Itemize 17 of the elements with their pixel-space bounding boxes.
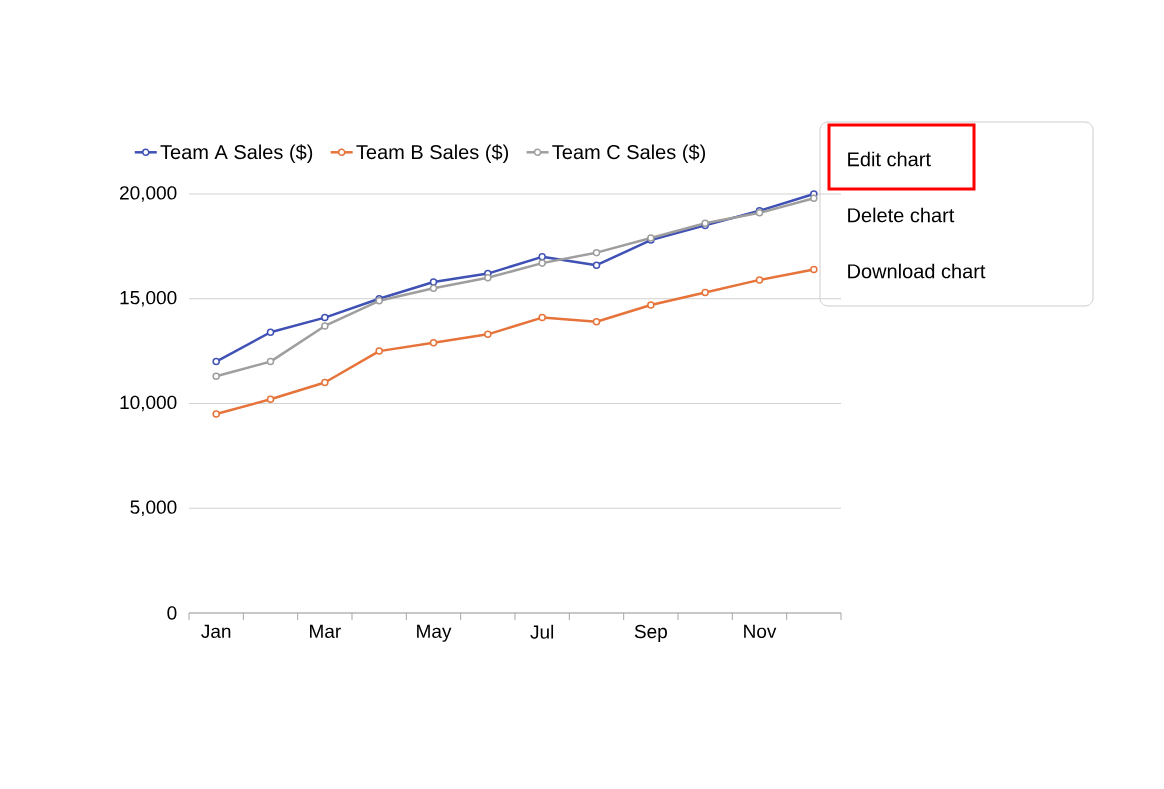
x-tick-label: Jul [530,624,554,639]
y-tick-label: 0 [167,606,177,620]
y-tick-label: 20,000 [120,186,177,202]
y-tick-label: 10,000 [120,395,177,412]
x-tick-label: May [417,624,452,642]
legend-label: Team B Sales ($) [356,144,509,164]
legend-label: Team A Sales ($) [160,144,313,164]
x-tick-label: Nov [744,624,777,639]
x-tick-label: Mar [310,624,341,639]
x-tick-label: Jan [201,624,231,639]
y-tick-label: 5,000 [130,500,177,517]
legend-label: Team C Sales ($) [552,144,706,164]
x-tick-label: Sep [634,624,667,642]
y-tick-label: 15,000 [120,290,177,307]
text: Edit chart [848,151,931,167]
text: Delete chart [848,207,955,223]
text: Download chart [848,263,986,279]
